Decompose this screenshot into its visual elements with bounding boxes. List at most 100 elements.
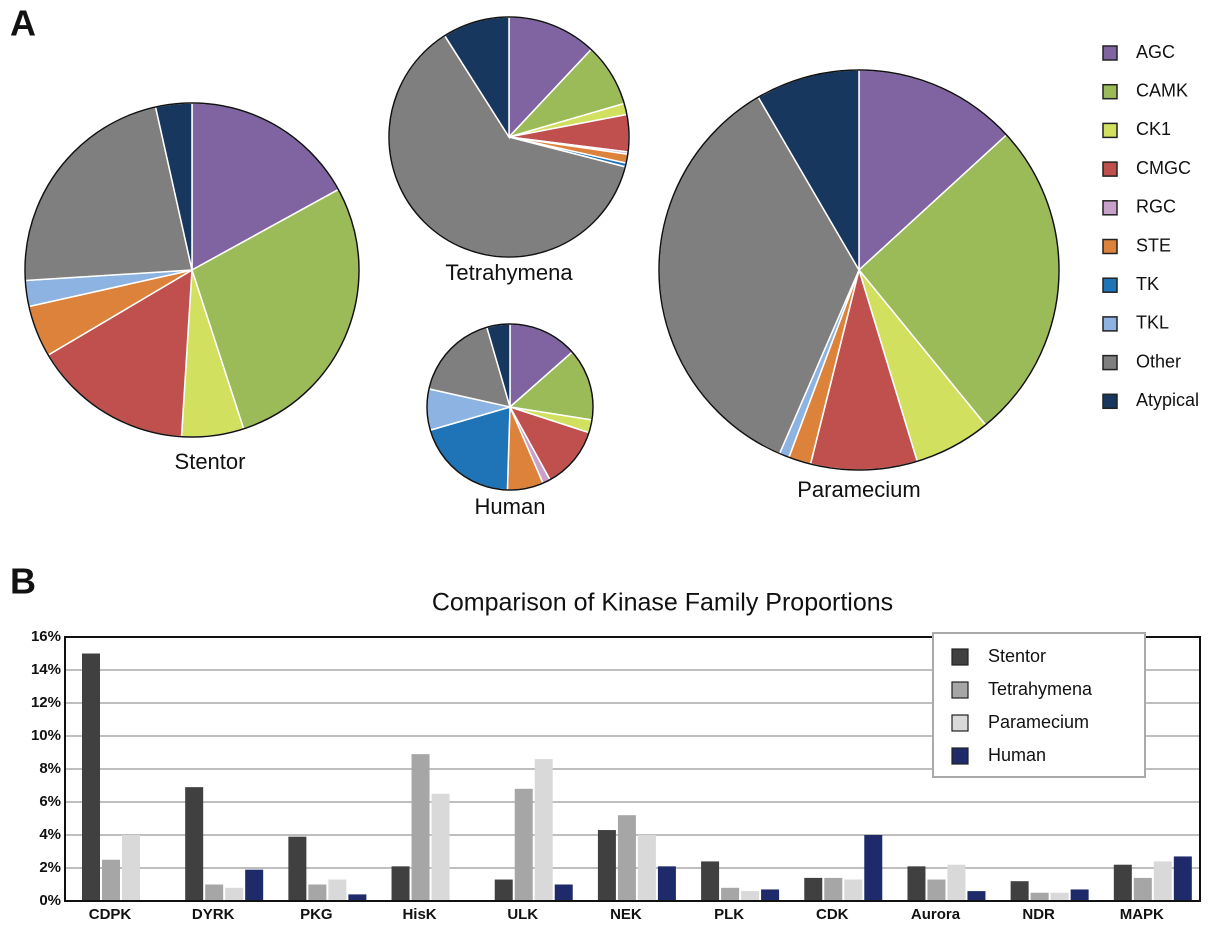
y-tick-label: 8% (39, 760, 61, 777)
legend-swatch (1102, 316, 1118, 332)
pie-outline (658, 69, 1060, 471)
bar (701, 861, 720, 901)
x-tick-label: CDPK (89, 906, 132, 923)
legend-swatch (1102, 354, 1118, 371)
bar (328, 879, 347, 901)
plot-frame (64, 636, 1201, 902)
y-tick-label: 10% (31, 727, 61, 744)
bar (1070, 889, 1089, 901)
legend-label: AGC (1136, 42, 1175, 62)
bar (308, 884, 327, 901)
bar (494, 879, 513, 901)
bar (947, 864, 966, 901)
panel-label: A (10, 3, 36, 44)
bar (205, 884, 224, 901)
bar (1050, 892, 1069, 901)
bar (761, 889, 780, 901)
y-tick-label: 6% (39, 793, 61, 810)
pie-outline (426, 323, 594, 491)
legend-swatch (1102, 277, 1118, 293)
x-tick-label: PKG (300, 906, 333, 923)
legend-swatch (951, 648, 969, 666)
bar (82, 653, 100, 901)
x-tick-label: NEK (610, 906, 642, 923)
x-tick-label: HisK (402, 906, 436, 923)
bar (721, 887, 740, 901)
bar (411, 754, 430, 901)
legend-label: CAMK (1136, 80, 1188, 100)
legend-label: Atypical (1136, 390, 1199, 410)
y-tick-label: 4% (39, 826, 61, 843)
legend-label: STE (1136, 235, 1171, 255)
bar (288, 836, 307, 901)
legend-label: Paramecium (988, 712, 1089, 732)
pie-title: Paramecium (797, 477, 920, 502)
bar (617, 815, 636, 901)
bar (102, 859, 120, 901)
bar (967, 891, 986, 901)
legend-label: Human (988, 745, 1046, 765)
bar (927, 879, 946, 901)
panel-label: B (10, 561, 36, 602)
bar (554, 884, 573, 901)
pie-title: Stentor (175, 449, 246, 474)
legend-swatch (1102, 393, 1118, 410)
legend-swatch (1102, 200, 1118, 216)
pie-title: Human (475, 494, 546, 519)
bar (1113, 864, 1132, 901)
bar (122, 835, 140, 901)
legend-label: CK1 (1136, 119, 1171, 139)
y-tick-label: 2% (39, 859, 61, 876)
bar (1010, 881, 1029, 901)
y-tick-label: 14% (31, 661, 61, 678)
bar (1153, 861, 1172, 901)
bar (534, 759, 553, 901)
legend-label: TK (1136, 274, 1159, 294)
bar (431, 793, 450, 901)
y-tick-label: 0% (39, 892, 61, 909)
bar (514, 788, 533, 901)
pie-outline (388, 16, 630, 258)
bar (657, 866, 676, 901)
bar (864, 835, 883, 901)
x-tick-label: NDR (1022, 906, 1055, 923)
bar (185, 787, 204, 901)
bar (348, 894, 367, 901)
legend-label: CMGC (1136, 158, 1191, 178)
bar (804, 877, 823, 901)
legend-swatch (1102, 83, 1118, 100)
bar (1173, 856, 1192, 901)
bar (225, 887, 244, 901)
bar (391, 866, 410, 901)
legend-swatch (1102, 238, 1118, 255)
legend-label: RGC (1136, 197, 1176, 217)
legend-swatch (951, 714, 969, 732)
bar (597, 830, 616, 901)
pie-title: Tetrahymena (445, 260, 573, 285)
bar (844, 879, 863, 901)
legend-label: Other (1136, 351, 1181, 371)
bar (1133, 877, 1152, 901)
legend-swatch (1102, 161, 1118, 177)
legend-label: Tetrahymena (988, 679, 1093, 699)
x-tick-label: CDK (816, 906, 849, 923)
legend-swatch (951, 681, 969, 699)
bar (824, 877, 843, 901)
legend-swatch (951, 747, 969, 765)
x-tick-label: MAPK (1120, 906, 1164, 923)
x-tick-label: Aurora (911, 906, 961, 923)
bar (637, 835, 656, 901)
chart-title: Comparison of Kinase Family Proportions (432, 589, 893, 617)
x-tick-label: PLK (714, 906, 744, 923)
bar (907, 866, 926, 901)
legend-swatch (1102, 122, 1118, 139)
y-tick-label: 16% (31, 628, 61, 645)
legend-label: Stentor (988, 646, 1046, 666)
legend-label: TKL (1136, 313, 1169, 333)
pie-outline (24, 102, 360, 438)
legend-swatch (1102, 45, 1118, 61)
bar (1030, 892, 1049, 901)
bar (245, 869, 264, 901)
x-tick-label: ULK (507, 906, 538, 923)
